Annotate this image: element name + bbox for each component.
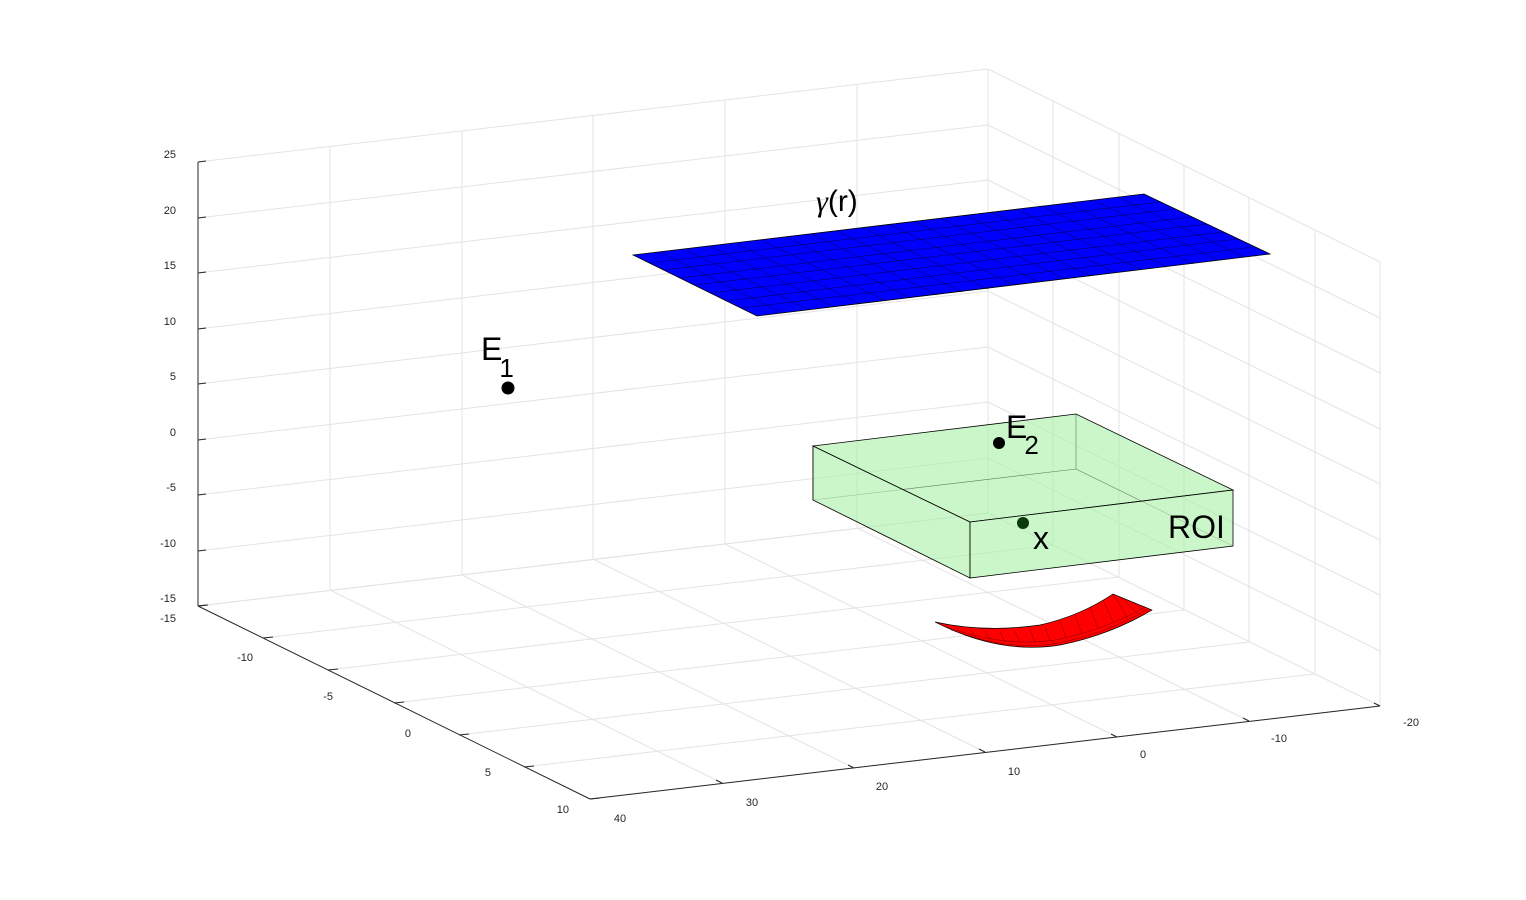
- x-tick: -10: [1271, 733, 1287, 745]
- x-tick: 40: [614, 813, 626, 825]
- e2-main: E: [1006, 409, 1027, 445]
- z-tick: 10: [164, 316, 176, 328]
- y-tick: -15: [160, 613, 176, 625]
- x-tick: 20: [876, 781, 888, 793]
- z-tick: 20: [164, 205, 176, 217]
- roi-box: [811, 413, 1235, 579]
- e2-point: [993, 437, 1005, 449]
- e1-main: E: [481, 331, 502, 367]
- x-point: [1017, 517, 1029, 529]
- x-tick: 10: [1008, 766, 1020, 778]
- y-tick: 10: [557, 804, 569, 816]
- e2-sub: 2: [1024, 430, 1038, 460]
- z-tick: 15: [164, 260, 176, 272]
- x-label: x: [1033, 520, 1049, 556]
- x-tick: -20: [1403, 717, 1419, 729]
- z-tick: 5: [170, 371, 176, 383]
- y-tick: 0: [405, 728, 411, 740]
- roi-label: ROI: [1168, 509, 1225, 545]
- bowl-surface: [934, 593, 1153, 648]
- z-tick-labels: 25 20 15 10 5 0 -5 -10 -15: [160, 149, 176, 605]
- y-tick: -10: [237, 652, 253, 664]
- floor-grid: [197, 512, 1381, 800]
- z-tick: 0: [170, 427, 176, 439]
- x-tick: 30: [746, 797, 758, 809]
- y-tick: 5: [485, 767, 491, 779]
- e1-sub: 1: [499, 353, 513, 383]
- z-tick: 25: [164, 149, 176, 161]
- axes-lines: [197, 160, 1381, 800]
- z-tick: -10: [160, 538, 176, 550]
- x-tick: 0: [1140, 749, 1146, 761]
- gamma-label: γ(r): [816, 185, 858, 218]
- e2-label: E2: [1006, 409, 1039, 460]
- e1-point: [501, 381, 515, 395]
- z-tick: -15: [160, 593, 176, 605]
- y-tick-labels: -15 -10 -5 0 5 10: [160, 613, 569, 816]
- gamma-symbol: γ: [816, 185, 829, 218]
- y-tick: -5: [323, 691, 333, 703]
- x-tick-labels: 40 30 20 10 0 -10 -20: [614, 717, 1419, 825]
- gamma-plane: [631, 193, 1272, 317]
- gamma-arg: (r): [828, 185, 858, 218]
- z-tick: -5: [166, 482, 176, 494]
- back-wall-grid: [197, 68, 989, 607]
